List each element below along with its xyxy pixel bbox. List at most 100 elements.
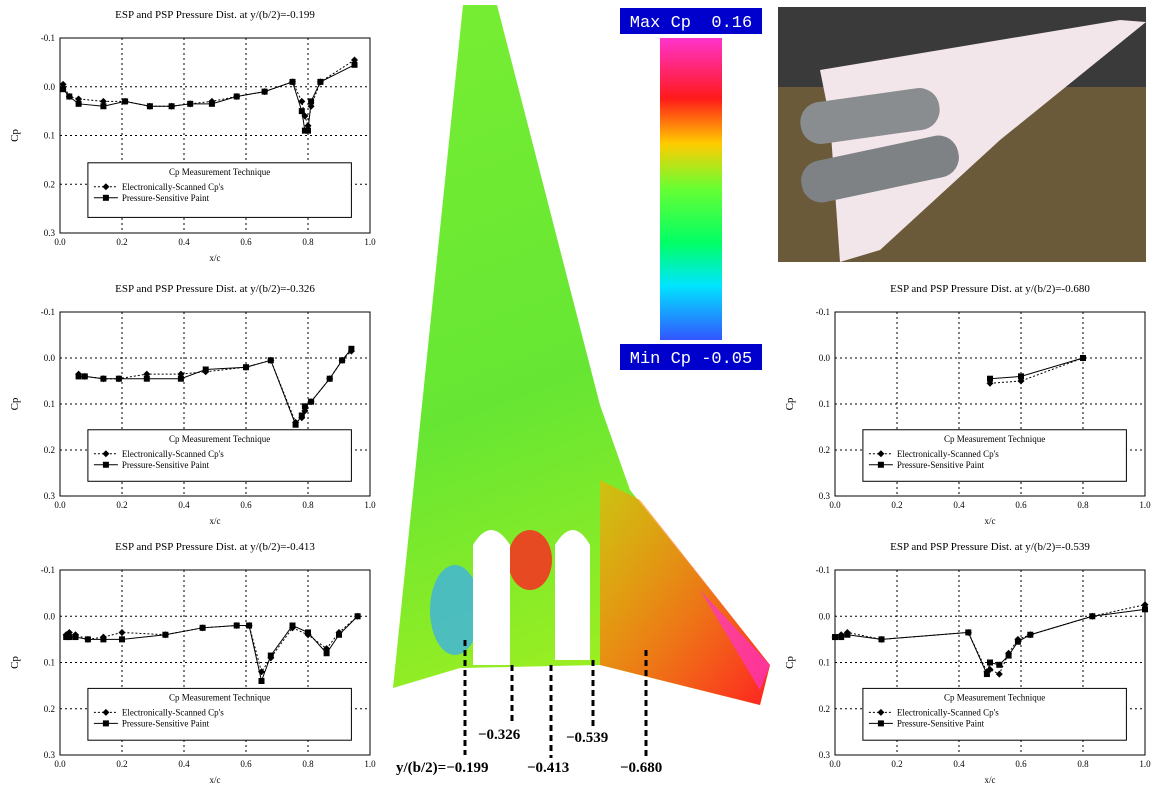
marker xyxy=(73,634,79,640)
marker xyxy=(305,128,311,134)
y-tick-label: 0.2 xyxy=(44,704,55,714)
marker xyxy=(66,634,72,640)
marker xyxy=(987,376,993,382)
legend-label: Electronically-Scanned Cp's xyxy=(122,707,224,717)
marker xyxy=(234,94,240,100)
marker xyxy=(268,653,274,659)
marker xyxy=(1027,632,1033,638)
x-axis-label: x/c xyxy=(210,775,221,785)
x-tick-label: 0.8 xyxy=(302,500,314,510)
x-tick-label: 0.0 xyxy=(829,759,841,769)
y-tick-label: 0.2 xyxy=(44,179,55,189)
marker xyxy=(122,98,128,104)
x-tick-label: 1.0 xyxy=(1139,759,1151,769)
marker xyxy=(268,357,274,363)
marker xyxy=(327,376,333,382)
series-line xyxy=(63,65,354,131)
chart-title: ESP and PSP Pressure Dist. at y/(b/2)=-0… xyxy=(890,283,1090,295)
legend-title: Cp Measurement Technique xyxy=(169,434,270,444)
station-label: −0.680 xyxy=(620,760,662,776)
x-tick-label: 0.6 xyxy=(1015,759,1027,769)
y-axis-label: Cp xyxy=(9,129,21,142)
marker xyxy=(965,629,971,635)
marker xyxy=(987,660,993,666)
marker xyxy=(119,629,126,636)
x-tick-label: 1.0 xyxy=(364,500,376,510)
x-tick-label: 0.2 xyxy=(116,237,127,247)
marker xyxy=(844,632,850,638)
marker xyxy=(879,636,885,642)
legend-label: Pressure-Sensitive Paint xyxy=(122,193,210,203)
marker xyxy=(103,720,109,726)
marker xyxy=(984,671,990,677)
marker xyxy=(302,403,308,409)
x-tick-label: 0.8 xyxy=(302,759,314,769)
x-tick-label: 0.2 xyxy=(891,500,902,510)
marker xyxy=(178,376,184,382)
y-tick-label: 0.1 xyxy=(44,399,55,409)
x-tick-label: 0.8 xyxy=(1077,500,1089,510)
legend-label: Electronically-Scanned Cp's xyxy=(897,449,999,459)
x-axis-label: x/c xyxy=(985,775,996,785)
marker xyxy=(348,346,354,352)
photo xyxy=(778,7,1146,262)
x-tick-label: 0.0 xyxy=(54,237,66,247)
station-label: y/(b/2)=−0.199 xyxy=(396,760,489,776)
marker xyxy=(1006,653,1012,659)
colorbar-min: Min Cp -0.05 xyxy=(630,350,752,369)
x-tick-label: 0.0 xyxy=(54,759,66,769)
x-axis-label: x/c xyxy=(210,253,221,263)
x-tick-label: 0.2 xyxy=(891,759,902,769)
x-tick-label: 0.4 xyxy=(178,500,190,510)
chart-title: ESP and PSP Pressure Dist. at y/(b/2)=-0… xyxy=(115,541,315,553)
y-tick-label: 0.2 xyxy=(819,704,830,714)
marker xyxy=(299,413,305,419)
x-tick-label: 1.0 xyxy=(1139,500,1151,510)
marker xyxy=(305,629,311,635)
y-tick-label: -0.1 xyxy=(816,307,830,317)
legend-title: Cp Measurement Technique xyxy=(944,692,1045,702)
marker xyxy=(308,399,314,405)
series-line xyxy=(66,616,357,672)
x-tick-label: 0.4 xyxy=(178,237,190,247)
x-tick-label: 0.4 xyxy=(178,759,190,769)
y-tick-label: 0.1 xyxy=(44,131,55,141)
marker xyxy=(339,357,345,363)
y-tick-label: 0.0 xyxy=(44,353,56,363)
marker xyxy=(293,422,299,428)
marker xyxy=(100,636,106,642)
marker xyxy=(66,94,72,100)
marker xyxy=(996,662,1002,668)
marker xyxy=(1089,613,1095,619)
series-line xyxy=(79,351,352,422)
marker xyxy=(996,671,1003,678)
y-axis-label: Cp xyxy=(9,656,21,669)
y-tick-label: 0.1 xyxy=(44,658,55,668)
x-tick-label: 0.4 xyxy=(953,759,965,769)
colorbar-max: Max Cp 0.16 xyxy=(630,14,752,33)
y-axis-label: Cp xyxy=(9,397,21,410)
legend-label: Pressure-Sensitive Paint xyxy=(897,460,985,470)
y-axis-label: Cp xyxy=(784,656,796,669)
marker xyxy=(878,720,884,726)
marker xyxy=(1015,639,1021,645)
x-tick-label: 0.6 xyxy=(240,759,252,769)
chart-title: ESP and PSP Pressure Dist. at y/(b/2)=-0… xyxy=(115,9,315,21)
marker xyxy=(209,101,215,107)
x-tick-label: 0.6 xyxy=(1015,500,1027,510)
legend-title: Cp Measurement Technique xyxy=(169,167,270,177)
marker xyxy=(103,195,109,201)
x-tick-label: 0.0 xyxy=(829,500,841,510)
legend-label: Electronically-Scanned Cp's xyxy=(122,182,224,192)
marker xyxy=(100,103,106,109)
y-tick-label: 0.1 xyxy=(819,399,830,409)
marker xyxy=(119,636,125,642)
y-tick-label: 0.2 xyxy=(44,445,55,455)
y-tick-label: 0.0 xyxy=(819,611,831,621)
y-tick-label: -0.1 xyxy=(41,565,55,575)
legend-label: Pressure-Sensitive Paint xyxy=(897,718,985,728)
legend-title: Cp Measurement Technique xyxy=(944,434,1045,444)
chart-title: ESP and PSP Pressure Dist. at y/(b/2)=-0… xyxy=(890,541,1090,553)
legend-title: Cp Measurement Technique xyxy=(169,692,270,702)
x-tick-label: 0.4 xyxy=(953,500,965,510)
